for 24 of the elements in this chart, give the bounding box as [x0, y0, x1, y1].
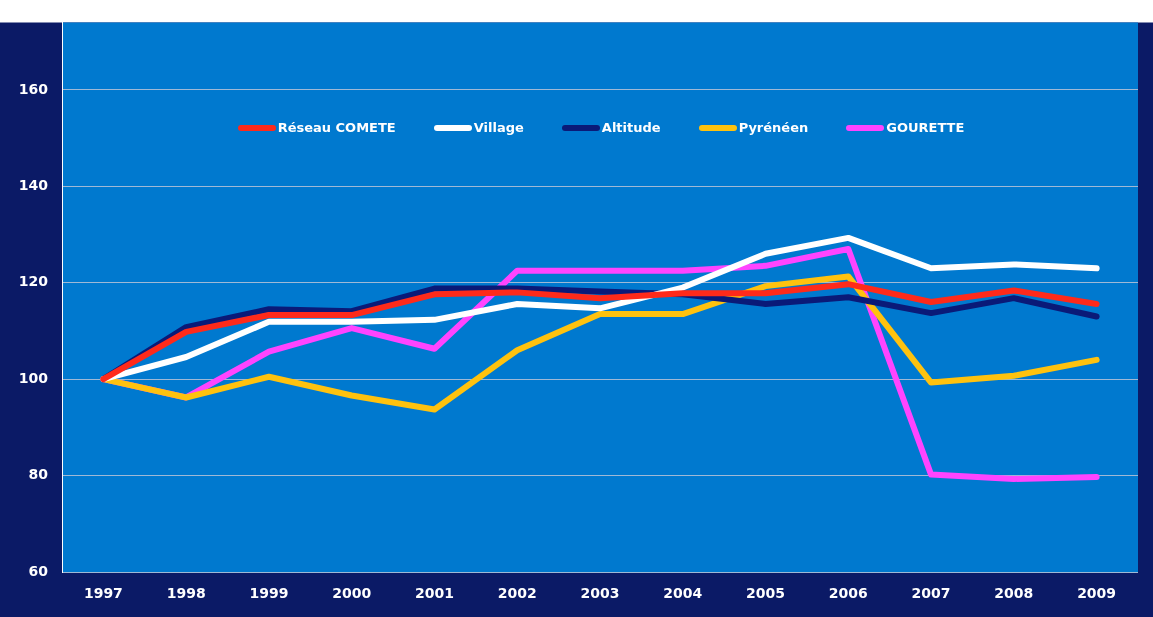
x-tick-label: 2003	[580, 585, 620, 602]
x-tick-label: 1998	[166, 585, 206, 602]
x-tick-label: 1997	[83, 585, 123, 602]
legend-label: Pyrénéen	[738, 120, 809, 135]
x-tick-label: 2004	[663, 585, 703, 602]
x-tick-label: 2000	[332, 585, 372, 602]
y-tick-label: 140	[18, 176, 49, 193]
legend-label: Réseau COMETE	[277, 120, 396, 135]
legend-label: GOURETTE	[886, 120, 965, 135]
y-tick-label: 160	[18, 80, 49, 97]
x-tick-label: 2008	[994, 585, 1034, 602]
x-tick-label: 2009	[1077, 585, 1117, 602]
legend-label: Altitude	[601, 120, 661, 135]
y-tick-label: 100	[18, 369, 49, 386]
x-tick-label: 2001	[414, 585, 454, 602]
y-tick-label: 80	[28, 466, 49, 483]
x-tick-label: 2007	[911, 585, 951, 602]
y-tick-label: 120	[18, 273, 49, 290]
x-tick-label: 2006	[828, 585, 868, 602]
y-tick-label: 60	[28, 562, 49, 579]
x-tick-label: 2002	[497, 585, 537, 602]
x-tick-label: 1999	[249, 585, 289, 602]
legend-label: Village	[473, 120, 524, 135]
x-tick-label: 2005	[746, 585, 786, 602]
